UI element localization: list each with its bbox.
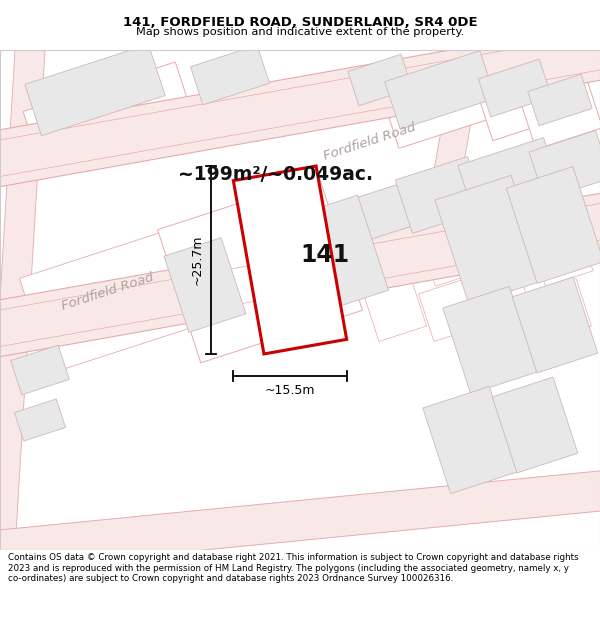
Polygon shape: [25, 44, 165, 136]
Polygon shape: [364, 279, 427, 341]
Text: 141, FORDFIELD ROAD, SUNDERLAND, SR4 0DE: 141, FORDFIELD ROAD, SUNDERLAND, SR4 0DE: [122, 16, 478, 29]
Polygon shape: [473, 279, 536, 341]
Polygon shape: [528, 74, 592, 126]
Polygon shape: [492, 377, 578, 473]
Polygon shape: [478, 59, 551, 117]
Polygon shape: [517, 71, 600, 149]
Polygon shape: [164, 238, 246, 332]
Polygon shape: [471, 49, 569, 141]
Polygon shape: [11, 345, 70, 395]
Polygon shape: [0, 470, 600, 570]
Polygon shape: [158, 177, 362, 363]
Polygon shape: [23, 62, 197, 178]
Polygon shape: [19, 216, 241, 374]
Polygon shape: [281, 195, 388, 315]
Text: ~199m²/~0.049ac.: ~199m²/~0.049ac.: [178, 166, 373, 184]
Polygon shape: [385, 51, 495, 129]
Polygon shape: [377, 42, 523, 148]
Polygon shape: [233, 166, 347, 354]
Polygon shape: [191, 45, 269, 105]
Polygon shape: [0, 192, 600, 358]
Polygon shape: [348, 54, 412, 106]
Polygon shape: [362, 214, 428, 286]
Polygon shape: [14, 399, 65, 441]
Polygon shape: [0, 49, 45, 551]
Polygon shape: [435, 176, 545, 304]
Text: ~25.7m: ~25.7m: [190, 235, 203, 285]
Text: Contains OS data © Crown copyright and database right 2021. This information is : Contains OS data © Crown copyright and d…: [8, 554, 578, 583]
Text: Map shows position and indicative extent of the property.: Map shows position and indicative extent…: [136, 26, 464, 36]
Polygon shape: [506, 167, 600, 283]
Polygon shape: [527, 214, 593, 286]
Polygon shape: [512, 277, 598, 373]
Polygon shape: [529, 279, 592, 341]
Polygon shape: [0, 22, 600, 188]
Polygon shape: [458, 138, 562, 222]
Polygon shape: [526, 47, 593, 243]
Polygon shape: [529, 131, 600, 199]
Polygon shape: [417, 214, 483, 286]
Text: ~15.5m: ~15.5m: [265, 384, 315, 397]
Polygon shape: [423, 386, 517, 494]
Polygon shape: [472, 214, 538, 286]
Text: 141: 141: [301, 243, 350, 267]
Polygon shape: [443, 286, 537, 394]
Polygon shape: [395, 157, 485, 233]
Polygon shape: [355, 180, 425, 240]
Polygon shape: [416, 48, 484, 272]
Text: Fordfield Road: Fordfield Road: [60, 271, 156, 313]
Polygon shape: [418, 279, 482, 341]
Text: Fordfield Road: Fordfield Road: [322, 121, 418, 163]
